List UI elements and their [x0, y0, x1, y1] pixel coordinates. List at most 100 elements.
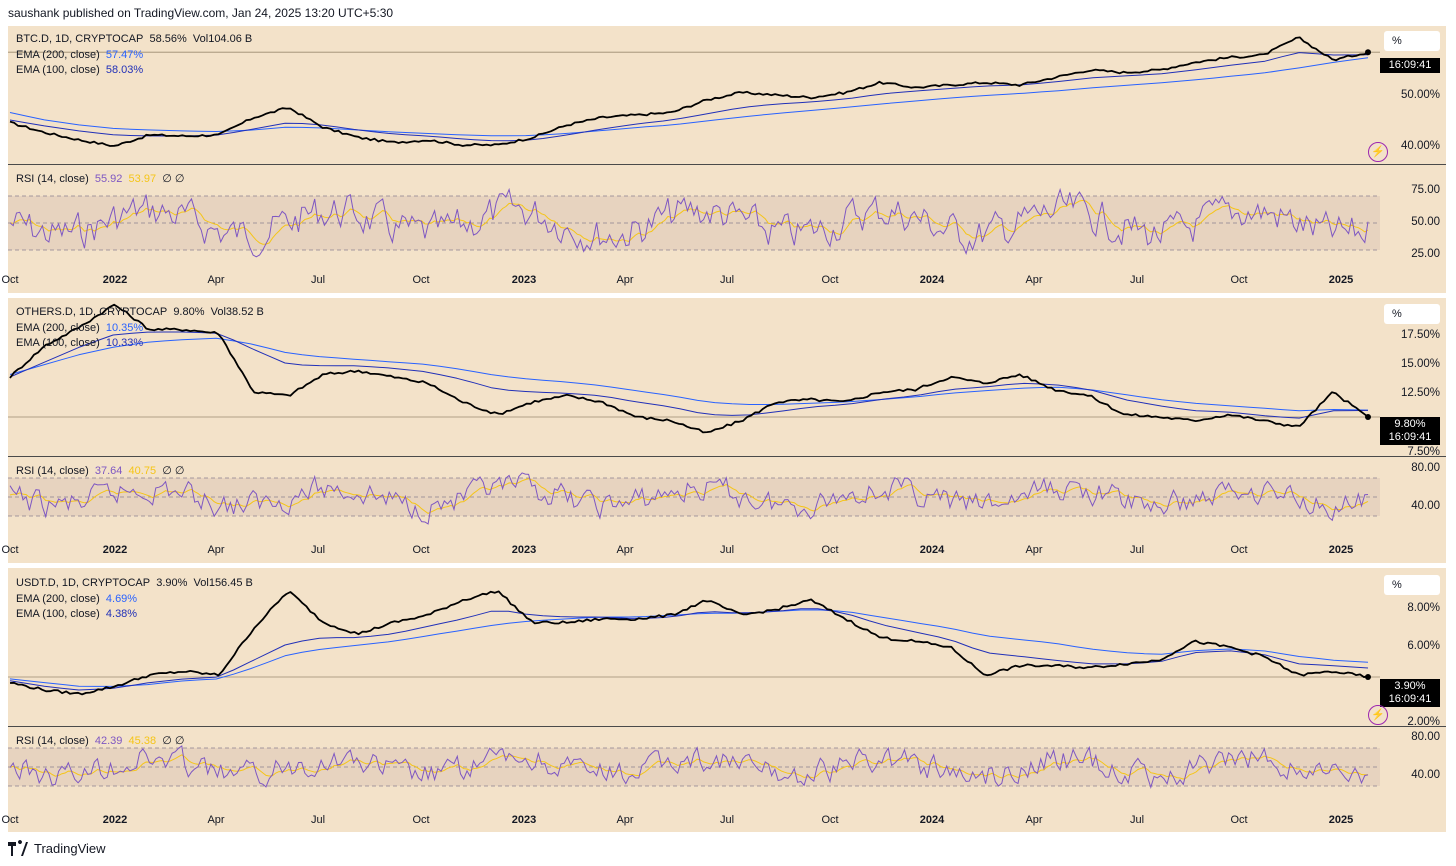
lightning-icon[interactable]: ⚡: [1368, 142, 1388, 162]
price-tag-value: 3.90%: [1394, 680, 1426, 692]
rsi-label[interactable]: RSI (14, close): [16, 173, 89, 185]
scale-mode-button[interactable]: %: [1384, 31, 1440, 51]
rsi-tick: 75.00: [1411, 184, 1440, 196]
rsi-ma-value: 40.75: [128, 465, 157, 477]
rsi-chart-svg: [8, 745, 1380, 789]
rsi-flags: ∅ ∅: [162, 173, 185, 185]
last-price-dot: [1365, 674, 1371, 680]
y-tick: 6.00%: [1407, 640, 1440, 652]
x-tick-label: Apr: [207, 814, 225, 826]
x-tick-label: Apr: [1025, 814, 1043, 826]
price-chart-svg: [8, 590, 1380, 696]
rsi-line: [9, 745, 1369, 789]
x-tick-label: Apr: [1025, 274, 1043, 286]
rsi-legend: RSI (14, close) 37.64 40.75 ∅ ∅: [16, 464, 184, 480]
lightning-icon[interactable]: ⚡: [1368, 705, 1388, 725]
x-tick-label: 2025: [1328, 814, 1354, 826]
x-tick-label: Oct: [1, 544, 19, 556]
x-axis: Oct 2022 Apr Jul Oct 2023 Apr Jul Oct 2024 Apr Jul O…: [1, 274, 1380, 290]
rsi-flags: ∅ ∅: [162, 465, 185, 477]
x-tick-label: 2025: [1328, 544, 1354, 556]
rsi-legend: RSI (14, close) 42.39 45.38 ∅ ∅: [16, 734, 184, 750]
rsi-line: [9, 187, 1369, 258]
x-tick-label: Oct: [821, 814, 839, 826]
ema200-value: 4.69%: [105, 592, 138, 605]
scale-mode-button[interactable]: %: [1384, 304, 1440, 324]
x-tick-label: Jul: [719, 544, 735, 556]
x-tick-label: 2025: [1328, 274, 1354, 286]
last-value: 3.90%: [156, 577, 188, 589]
rsi-value: 37.64: [94, 465, 123, 477]
ema100-label[interactable]: EMA (100, close): [16, 64, 100, 76]
x-tick-label: Apr: [1025, 544, 1043, 556]
x-tick-label: 2022: [102, 274, 128, 286]
x-tick-label: Apr: [616, 544, 634, 556]
x-tick-label: 2024: [919, 274, 945, 286]
price-line: [9, 303, 1369, 434]
rsi-tick: 25.00: [1411, 248, 1440, 260]
rsi-flags: ∅ ∅: [162, 735, 185, 747]
symbol-label[interactable]: OTHERS.D, 1D, CRYPTOCAP: [16, 306, 168, 318]
rsi-label[interactable]: RSI (14, close): [16, 465, 89, 477]
x-tick-label: Oct: [821, 274, 839, 286]
ema100-line: [9, 52, 1369, 142]
ema200-label[interactable]: EMA (200, close): [16, 48, 100, 61]
x-tick-label: Oct: [1230, 274, 1248, 286]
x-tick-label: Jul: [310, 544, 326, 556]
ema100-label[interactable]: EMA (100, close): [16, 608, 100, 620]
x-tick-label: 2023: [511, 544, 537, 556]
last-price-dot: [1365, 414, 1371, 420]
y-tick: 15.00%: [1400, 358, 1440, 370]
x-tick-label: Jul: [310, 814, 326, 826]
price-legend: BTC.D, 1D, CRYPTOCAP 58.56% Vol104.06 B …: [16, 32, 252, 79]
ema100-label[interactable]: EMA (100, close): [16, 337, 100, 349]
ema200-label[interactable]: EMA (200, close): [16, 321, 100, 334]
rsi-value: 55.92: [94, 173, 123, 185]
ema200-value: 10.35%: [105, 321, 144, 334]
x-tick-label: 2024: [919, 814, 945, 826]
rsi-tick: 40.00: [1411, 769, 1440, 781]
last-price-dot: [1365, 49, 1371, 56]
rsi-ma-value: 53.97: [128, 173, 157, 185]
usdt-dominance-panel: USDT.D, 1D, CRYPTOCAP 3.90% Vol156.45 B …: [1, 568, 1446, 832]
x-axis: Oct 2022 Apr Jul Oct 2023 Apr Jul Oct 2024 Apr Jul O…: [1, 544, 1380, 560]
y-tick: 2.00%: [1407, 716, 1440, 728]
tradingview-logo-icon[interactable]: [8, 839, 28, 856]
price-tag-value: 9.80%: [1394, 418, 1426, 430]
volume-value: Vol38.52 B: [210, 306, 264, 318]
x-tick-label: Oct: [1230, 814, 1248, 826]
y-tick: 12.50%: [1400, 387, 1440, 399]
scale-mode-button[interactable]: %: [1384, 575, 1440, 595]
x-tick-label: Jul: [310, 274, 326, 286]
x-tick-label: Jul: [719, 274, 735, 286]
last-value: 58.56%: [149, 33, 187, 45]
rsi-legend: RSI (14, close) 55.92 53.97 ∅ ∅: [16, 172, 184, 188]
price-chart-svg: [8, 36, 1380, 147]
y-tick: 17.50%: [1400, 329, 1440, 341]
countdown-tag: 16:09:41: [1380, 58, 1440, 73]
y-tick: 7.50%: [1407, 446, 1440, 458]
x-tick-label: Apr: [207, 544, 225, 556]
price-tag: 9.80% 16:09:41: [1380, 417, 1440, 445]
brand-label[interactable]: TradingView: [34, 841, 106, 856]
rsi-tick: 50.00: [1411, 216, 1440, 228]
pane-separator: [8, 164, 1446, 165]
price-line: [9, 36, 1369, 147]
pane-separator: [8, 726, 1446, 727]
x-tick-label: Oct: [412, 814, 430, 826]
rsi-chart-svg: [8, 187, 1380, 258]
rsi-tick: 40.00: [1411, 500, 1440, 512]
x-tick-label: Apr: [616, 814, 634, 826]
symbol-label[interactable]: USDT.D, 1D, CRYPTOCAP: [16, 577, 151, 589]
price-line: [9, 590, 1369, 696]
x-tick-label: 2023: [511, 274, 537, 286]
others-dominance-panel: OTHERS.D, 1D, CRYPTOCAP 9.80% Vol38.52 B…: [1, 298, 1446, 563]
ema200-label[interactable]: EMA (200, close): [16, 592, 100, 605]
x-tick-label: 2022: [102, 544, 128, 556]
rsi-tick: 80.00: [1411, 731, 1440, 743]
rsi-label[interactable]: RSI (14, close): [16, 735, 89, 747]
rsi-ma-value: 45.38: [128, 735, 157, 747]
ema100-value: 58.03%: [105, 64, 144, 76]
x-tick-label: Oct: [412, 274, 430, 286]
symbol-label[interactable]: BTC.D, 1D, CRYPTOCAP: [16, 33, 144, 45]
